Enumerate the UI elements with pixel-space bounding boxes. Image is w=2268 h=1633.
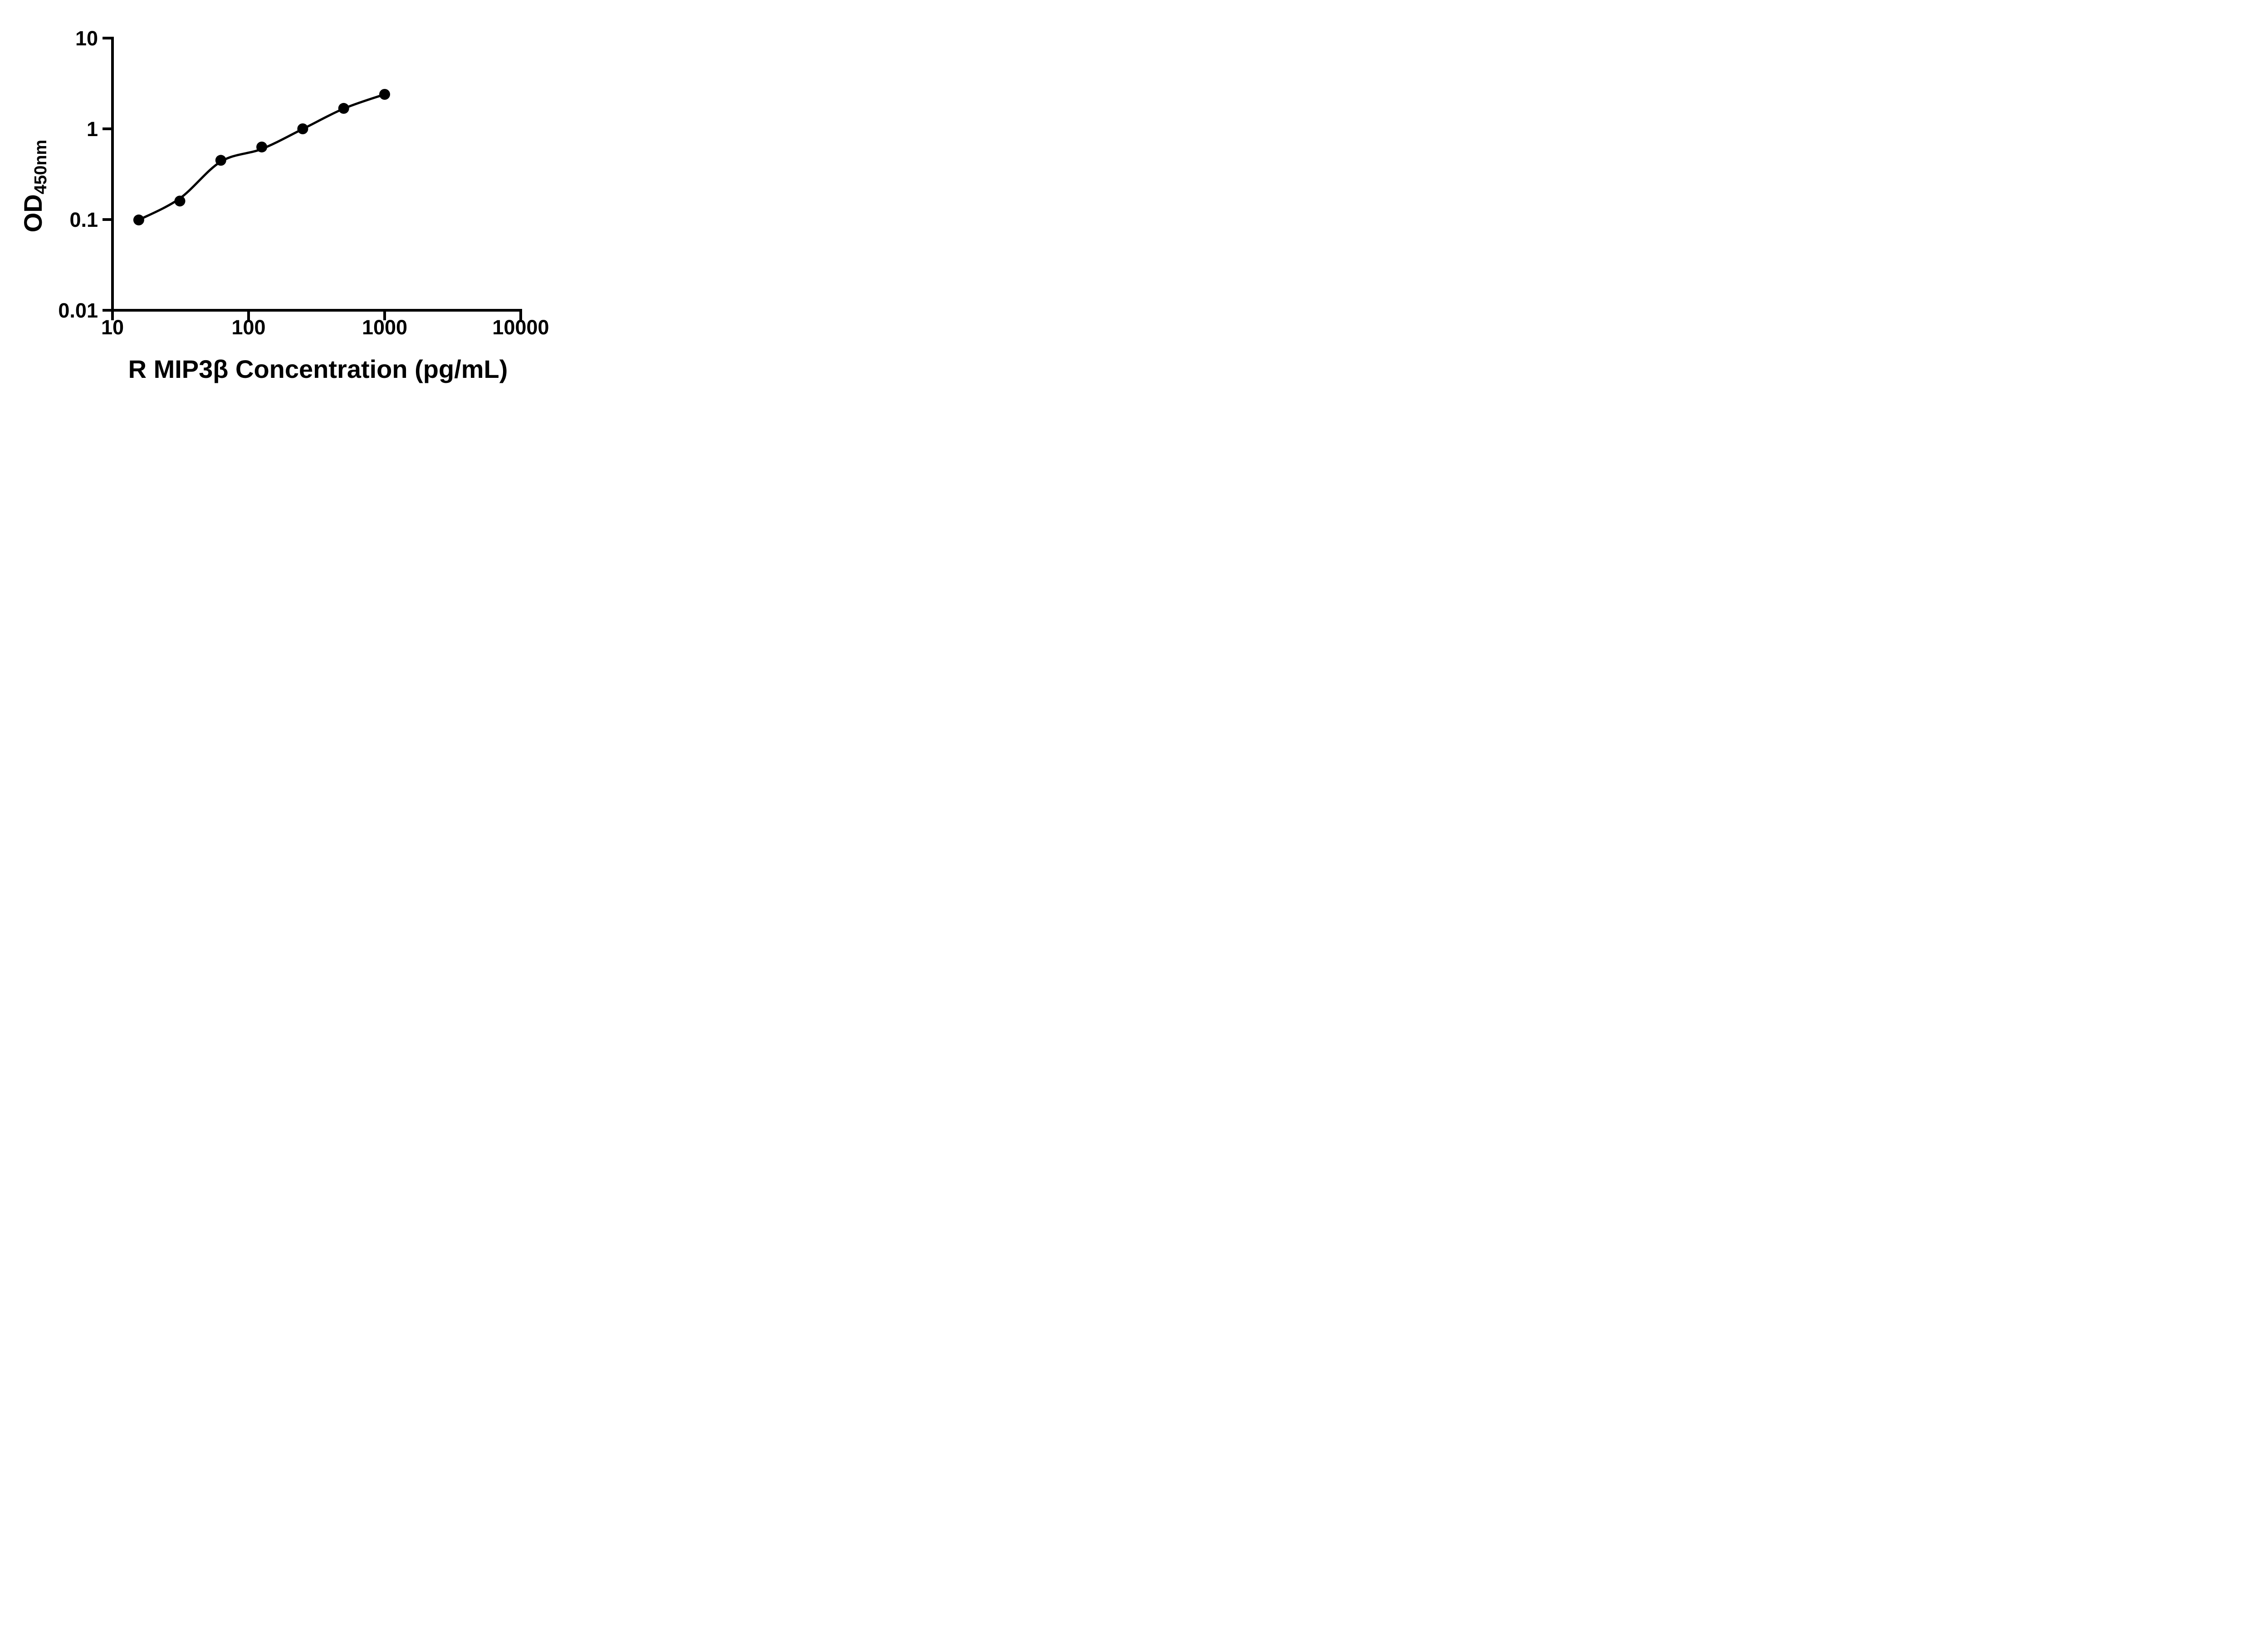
data-point	[297, 123, 308, 134]
x-tick-label: 1000	[362, 316, 407, 339]
y-tick-label: 0.01	[58, 299, 98, 322]
x-tick-label: 100	[231, 316, 265, 339]
data-point	[133, 214, 144, 225]
data-point	[379, 89, 390, 100]
x-tick-label: 10	[101, 316, 124, 339]
chart-page: 10 1 0.1 0.01 10 100 1000 10000 R MIP3β Concent…	[0, 0, 583, 408]
data-point	[215, 155, 226, 166]
x-tick-label: 10000	[492, 316, 549, 339]
y-axis-title-main: OD	[19, 194, 47, 232]
y-axis-title-subscript: 450nm	[31, 140, 50, 194]
y-axis-title: OD450nm	[19, 140, 50, 232]
y-tick-label: 1	[87, 117, 98, 141]
y-tick-label: 10	[75, 27, 98, 50]
chart-background	[0, 0, 583, 408]
data-points	[133, 89, 390, 225]
x-axis-title: R MIP3β Concentration (pg/mL)	[128, 355, 508, 383]
axes	[103, 37, 522, 320]
data-point	[256, 142, 268, 153]
data-point	[338, 103, 349, 114]
y-tick-label: 0.1	[69, 208, 98, 231]
data-point	[174, 196, 186, 207]
